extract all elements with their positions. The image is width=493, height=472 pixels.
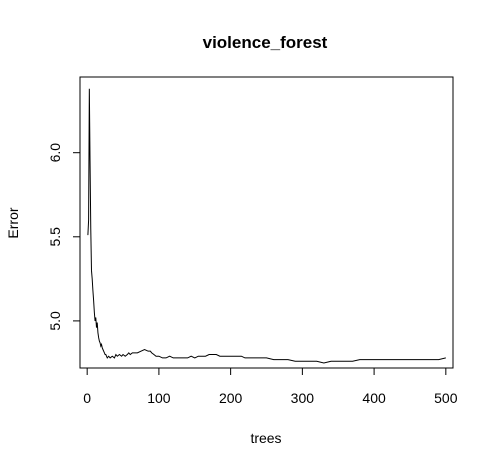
y-axis: 5.0 5.5 6.0 — [47, 143, 81, 331]
x-tick-label: 100 — [147, 390, 171, 406]
x-tick-label: 0 — [83, 390, 91, 406]
x-tick-label: 500 — [434, 390, 458, 406]
series-line — [87, 88, 446, 364]
plot-box — [79, 76, 454, 369]
x-tick-label: 200 — [219, 390, 243, 406]
y-tick-label: 5.5 — [47, 227, 63, 247]
y-tick-label: 5.0 — [47, 311, 63, 331]
x-tick-label: 300 — [291, 390, 315, 406]
y-tick-label: 6.0 — [47, 143, 63, 163]
x-tick-label: 400 — [362, 390, 386, 406]
x-axis-label: trees — [250, 430, 281, 446]
y-axis-label: Error — [5, 207, 21, 238]
chart-title: violence_forest — [203, 33, 328, 52]
x-axis: 0 100 200 300 400 500 — [83, 367, 458, 406]
